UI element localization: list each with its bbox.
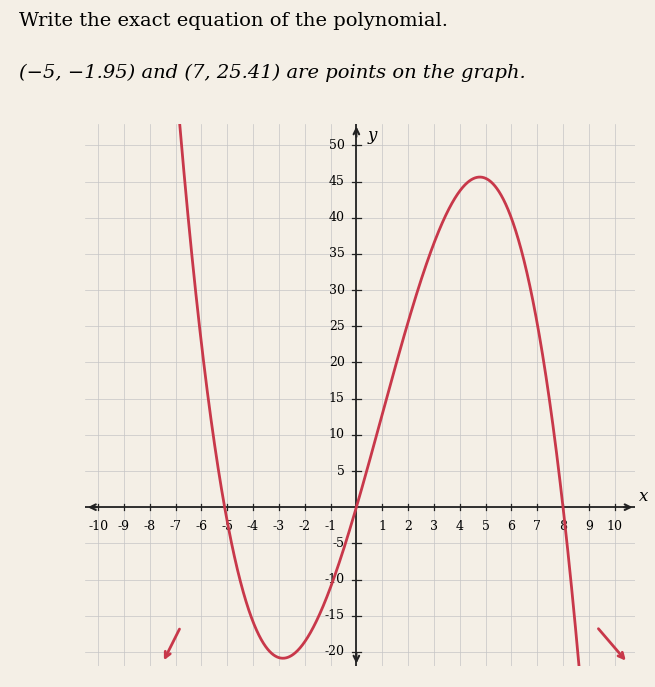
Text: 7: 7 — [533, 520, 541, 533]
Text: (−5, −1.95) and (7, 25.41) are points on the graph.: (−5, −1.95) and (7, 25.41) are points on… — [20, 64, 526, 82]
Text: -5: -5 — [221, 520, 233, 533]
Text: -10: -10 — [88, 520, 108, 533]
Text: -1: -1 — [324, 520, 337, 533]
Text: -3: -3 — [273, 520, 285, 533]
Text: 9: 9 — [585, 520, 593, 533]
Text: 25: 25 — [329, 319, 345, 333]
Text: 6: 6 — [508, 520, 515, 533]
Text: 15: 15 — [329, 392, 345, 405]
Text: 4: 4 — [456, 520, 464, 533]
Text: -10: -10 — [325, 573, 345, 586]
Text: 5: 5 — [481, 520, 489, 533]
Text: -8: -8 — [143, 520, 156, 533]
Text: -2: -2 — [299, 520, 310, 533]
Text: 40: 40 — [329, 211, 345, 224]
Text: 8: 8 — [559, 520, 567, 533]
Text: -4: -4 — [247, 520, 259, 533]
Text: 45: 45 — [329, 175, 345, 188]
Text: Write the exact equation of the polynomial.: Write the exact equation of the polynomi… — [20, 12, 449, 30]
Text: 5: 5 — [337, 464, 345, 477]
Text: -20: -20 — [325, 645, 345, 658]
Text: x: x — [639, 488, 648, 505]
Text: 3: 3 — [430, 520, 438, 533]
Text: -9: -9 — [118, 520, 130, 533]
Text: -7: -7 — [170, 520, 181, 533]
Text: -5: -5 — [333, 537, 345, 550]
Text: 2: 2 — [404, 520, 412, 533]
Text: 30: 30 — [329, 284, 345, 297]
Text: -6: -6 — [195, 520, 208, 533]
Text: 20: 20 — [329, 356, 345, 369]
Text: -15: -15 — [325, 609, 345, 622]
Text: 35: 35 — [329, 247, 345, 260]
Text: 50: 50 — [329, 139, 345, 152]
Text: y: y — [368, 127, 377, 144]
Text: 10: 10 — [607, 520, 623, 533]
Text: 10: 10 — [329, 428, 345, 441]
Text: 1: 1 — [378, 520, 386, 533]
